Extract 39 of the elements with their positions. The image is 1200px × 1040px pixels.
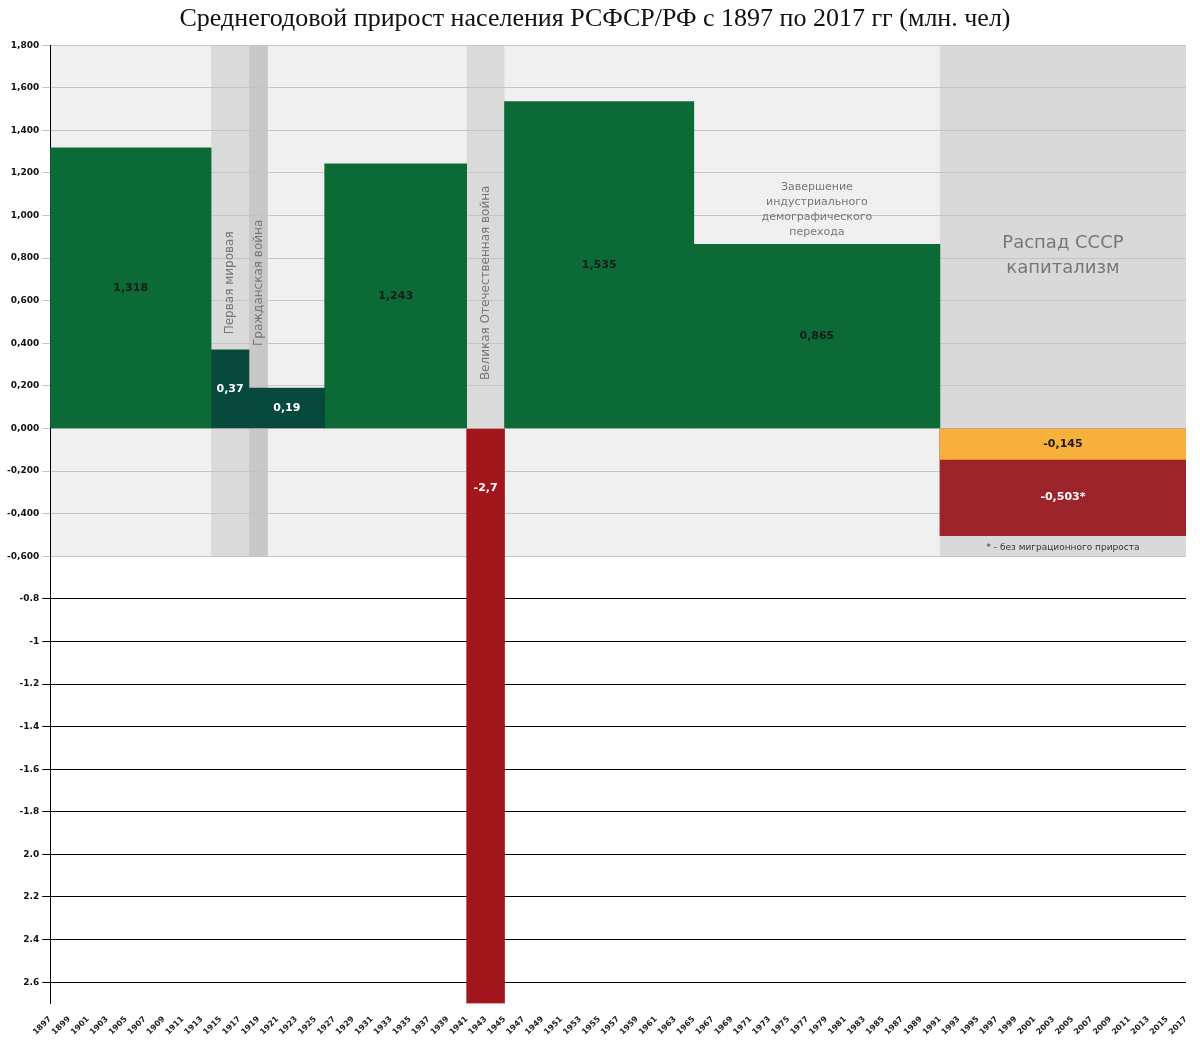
- y-tick-label: -0,200: [7, 465, 40, 476]
- band-label: Великая Отечественная война: [477, 185, 492, 381]
- y-tick-label: 1,800: [10, 39, 40, 50]
- y-tick-label: 2.2: [23, 891, 40, 902]
- band-label: Гражданская война: [250, 219, 265, 346]
- y-tick-label: -1.8: [19, 806, 40, 817]
- y-tick-label: 0,800: [10, 252, 40, 263]
- data-label: 0,865: [799, 329, 835, 343]
- annotation: Завершение индустриального демографического перехода: [761, 180, 873, 239]
- data-label: 0,19: [273, 401, 301, 415]
- y-tick-label: 1,400: [10, 124, 40, 135]
- data-label: -2,7: [473, 481, 498, 495]
- y-tick-label: 0,000: [10, 422, 40, 433]
- y-tick-label: 1,600: [10, 82, 40, 93]
- data-label: 1,318: [113, 281, 149, 295]
- y-tick-label: 0,400: [10, 337, 40, 348]
- y-tick-label: -0,600: [7, 550, 40, 561]
- y-tick-label: 2.6: [23, 976, 40, 987]
- annotation: * - без миграционного прироста: [986, 541, 1140, 552]
- y-tick-label: -1.6: [19, 763, 40, 774]
- band-label: Первая мировая: [222, 231, 237, 335]
- data-label: -0,145: [1043, 436, 1083, 450]
- data-label: -0,503*: [1040, 490, 1086, 504]
- data-label: 1,535: [581, 257, 617, 271]
- y-tick-label: 1,200: [10, 167, 40, 178]
- y-tick-label: 0,600: [10, 295, 40, 306]
- y-tick-label: 2.0: [23, 848, 40, 859]
- y-tick-label: -0,400: [7, 508, 40, 519]
- y-tick-label: -1.4: [19, 720, 40, 731]
- y-tick-label: -1.2: [19, 678, 40, 689]
- y-tick-label: 1,000: [10, 209, 40, 220]
- chart-title: Среднегодовой прирост населения РСФСР/РФ с 1897 по 2017 гг (млн. чел): [179, 3, 1011, 33]
- y-tick-label: 0,200: [10, 380, 40, 391]
- y-tick-label: 2.4: [23, 933, 40, 944]
- y-tick-label: -0.8: [19, 593, 40, 604]
- data-label: 0,37: [216, 381, 244, 395]
- band-label: Распад СССР капитализм: [1002, 231, 1124, 278]
- y-tick-label: -1: [29, 635, 40, 646]
- data-label: 1,243: [378, 289, 414, 303]
